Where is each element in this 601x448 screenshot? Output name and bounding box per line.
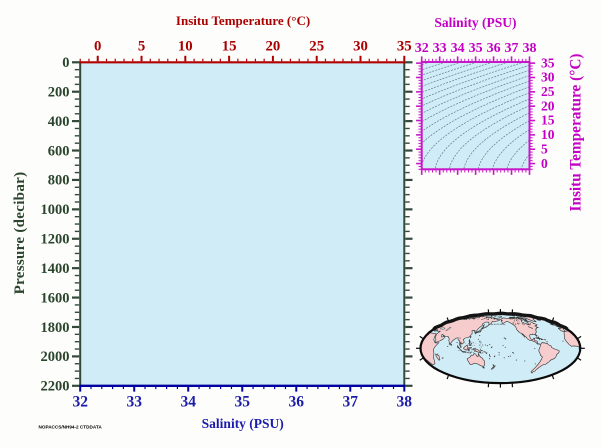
svg-text:35: 35 (235, 394, 251, 411)
svg-text:20: 20 (541, 98, 555, 113)
svg-text:36: 36 (487, 41, 501, 56)
svg-text:37: 37 (343, 394, 359, 411)
svg-text:400: 400 (48, 114, 70, 130)
svg-text:5: 5 (138, 39, 145, 55)
svg-text:25: 25 (541, 84, 555, 99)
svg-text:1400: 1400 (41, 261, 70, 277)
svg-text:5: 5 (541, 141, 548, 156)
svg-text:1000: 1000 (41, 202, 70, 218)
svg-text:15: 15 (222, 39, 237, 55)
svg-text:800: 800 (48, 173, 70, 189)
svg-text:2200: 2200 (41, 379, 70, 395)
svg-text:1800: 1800 (41, 320, 70, 336)
svg-text:0: 0 (62, 55, 69, 71)
svg-text:38: 38 (523, 41, 537, 56)
svg-text:34: 34 (451, 41, 465, 56)
svg-text:1600: 1600 (41, 290, 70, 306)
svg-text:Salinity (PSU): Salinity (PSU) (434, 15, 516, 30)
svg-text:600: 600 (48, 143, 70, 159)
svg-text:25: 25 (309, 39, 324, 55)
svg-text:36: 36 (289, 394, 305, 411)
svg-text:2000: 2000 (41, 349, 70, 365)
svg-text:38: 38 (397, 394, 413, 411)
svg-text:33: 33 (126, 394, 142, 411)
svg-text:35: 35 (397, 39, 412, 55)
svg-text:0: 0 (541, 156, 548, 171)
svg-text:10: 10 (178, 39, 193, 55)
svg-text:37: 37 (505, 41, 519, 56)
svg-text:1200: 1200 (41, 232, 70, 248)
svg-text:15: 15 (541, 113, 555, 128)
svg-text:32: 32 (415, 41, 429, 56)
svg-text:20: 20 (266, 39, 281, 55)
svg-text:32: 32 (72, 394, 88, 411)
svg-text:30: 30 (353, 39, 368, 55)
svg-text:35: 35 (541, 55, 555, 70)
svg-text:0: 0 (94, 39, 101, 55)
svg-text:33: 33 (433, 41, 447, 56)
svg-text:Insitu Temperature (°C): Insitu Temperature (°C) (176, 13, 310, 28)
svg-text:34: 34 (180, 394, 196, 411)
svg-text:Pressure (decibar): Pressure (decibar) (12, 172, 28, 295)
svg-text:10: 10 (541, 127, 555, 142)
svg-text:200: 200 (48, 85, 70, 101)
svg-text:Insitu Temperature (°C): Insitu Temperature (°C) (568, 54, 585, 212)
svg-text:30: 30 (541, 70, 555, 85)
svg-text:Salinity (PSU): Salinity (PSU) (202, 416, 284, 431)
svg-text:NOPACCS/NH94-2 CTDDATA: NOPACCS/NH94-2 CTDDATA (39, 424, 103, 429)
svg-text:35: 35 (469, 41, 483, 56)
